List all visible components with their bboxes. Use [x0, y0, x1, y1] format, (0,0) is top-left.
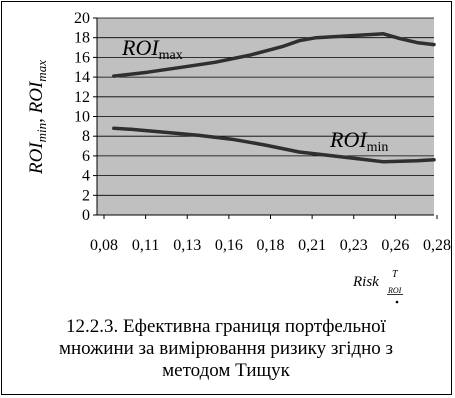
- caption-line-1: 12.2.3. Ефективна границя портфельної: [66, 316, 386, 337]
- y-tick-label: 12: [74, 89, 90, 106]
- series-line-roi-max: [112, 32, 436, 78]
- series-lines: [112, 32, 436, 164]
- y-tick-label: 0: [82, 207, 90, 224]
- series-label-roi-max-sub: max: [159, 48, 183, 63]
- y-tick-label: 8: [82, 128, 90, 145]
- gridlines: [97, 17, 434, 196]
- series-label-roi-min-base: ROI: [329, 127, 368, 152]
- x-tick-label: 0,11: [132, 237, 159, 254]
- x-axis-ticks: 0,08 0,11 0,13 0,16 0,18 0,21 0,23 0,26 0,28: [90, 215, 451, 254]
- y-tick-label: 20: [74, 10, 90, 27]
- x-axis-label-base: Risk: [352, 274, 379, 290]
- x-axis-label-sup: T: [392, 269, 399, 280]
- x-tick-label: 0,13: [173, 237, 201, 254]
- y-tick-label: 2: [82, 187, 90, 204]
- caption-line-2: множини за вимірювання ризику згідно з: [58, 338, 394, 359]
- y-tick-label: 16: [74, 49, 90, 66]
- x-tick-label: 0,26: [381, 237, 409, 254]
- y-tick-label: 14: [74, 69, 90, 86]
- x-axis-label-sub: ROI: [387, 286, 402, 295]
- y-tick-label: 18: [74, 30, 90, 47]
- y-tick-label: 10: [74, 109, 90, 126]
- x-tick-label: 0,18: [257, 237, 285, 254]
- y-tick-label: 4: [82, 168, 90, 185]
- y-axis-ticks: 0 2 4 6 8 10 12 14 16 18 20: [74, 10, 97, 224]
- x-tick-label: 0,16: [215, 237, 243, 254]
- figure-caption: 12.2.3. Ефективна границя портфельної мн…: [10, 316, 442, 382]
- series-line-roi-min: [112, 126, 436, 164]
- y-tick-label: 6: [82, 148, 90, 165]
- x-tick-label: 0,23: [340, 237, 368, 254]
- series-label-roi-max: ROImax: [121, 35, 183, 63]
- series-label-roi-min-sub: min: [367, 140, 389, 155]
- series-label-roi-max-base: ROI: [121, 35, 160, 60]
- caption-line-3: методом Тищук: [162, 360, 290, 381]
- x-tick-label: 0,28: [423, 237, 451, 254]
- x-tick-label: 0,21: [298, 237, 326, 254]
- x-axis-label: Risk T ROI: [352, 269, 403, 304]
- series-label-roi-min: ROImin: [329, 127, 388, 155]
- y-axis-label: ROImin, ROImax: [26, 60, 49, 175]
- x-tick-label: 0,08: [90, 237, 118, 254]
